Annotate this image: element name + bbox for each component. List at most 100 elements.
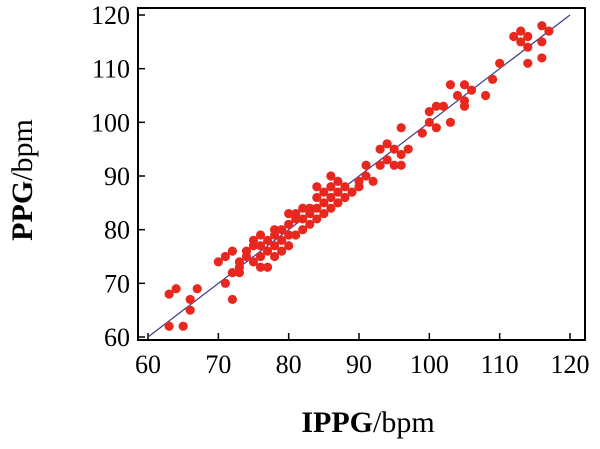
data-point bbox=[333, 198, 343, 208]
data-point bbox=[537, 21, 547, 31]
x-tick-label: 120 bbox=[551, 350, 590, 379]
data-point bbox=[516, 37, 526, 47]
data-point bbox=[298, 225, 308, 235]
data-point bbox=[523, 42, 533, 52]
y-tick-label: 70 bbox=[104, 269, 130, 298]
data-point bbox=[361, 171, 371, 181]
data-point bbox=[284, 241, 294, 251]
data-point bbox=[354, 176, 364, 186]
data-point bbox=[248, 235, 259, 245]
x-tick-label: 60 bbox=[135, 350, 161, 379]
y-axis-label: PPG/bpm bbox=[6, 119, 39, 241]
data-point bbox=[164, 321, 174, 331]
y-tick-label: 60 bbox=[104, 323, 130, 352]
x-axis-label: IPPG/bpm bbox=[301, 406, 434, 439]
data-point bbox=[319, 187, 329, 197]
data-point bbox=[459, 80, 470, 90]
data-point bbox=[277, 246, 287, 256]
x-tick-label: 80 bbox=[276, 350, 302, 379]
data-point bbox=[537, 53, 547, 63]
data-point bbox=[319, 208, 329, 219]
data-point bbox=[305, 219, 315, 229]
y-tick-label: 90 bbox=[104, 162, 130, 191]
data-point bbox=[488, 74, 498, 84]
data-point bbox=[255, 262, 266, 272]
data-point bbox=[284, 219, 294, 229]
data-point bbox=[262, 246, 273, 256]
x-tick-label: 90 bbox=[346, 350, 372, 379]
data-point bbox=[375, 144, 385, 154]
data-point bbox=[516, 26, 526, 36]
data-point bbox=[537, 37, 547, 47]
data-point bbox=[382, 139, 392, 149]
data-point bbox=[544, 26, 554, 36]
data-point bbox=[291, 230, 301, 240]
data-point bbox=[248, 257, 259, 267]
data-point bbox=[277, 235, 287, 245]
data-point bbox=[382, 155, 392, 165]
data-point bbox=[319, 198, 329, 208]
data-point bbox=[389, 160, 399, 170]
x-axis-label-bold: IPPG bbox=[301, 406, 373, 439]
data-point bbox=[424, 107, 434, 117]
plot-area-frame bbox=[137, 7, 586, 341]
data-point bbox=[340, 192, 350, 203]
data-point bbox=[255, 251, 266, 262]
data-point bbox=[523, 58, 533, 68]
data-point bbox=[241, 246, 252, 256]
data-point bbox=[333, 176, 343, 186]
x-axis-label-unit: /bpm bbox=[373, 406, 435, 439]
y-tick-label: 120 bbox=[91, 1, 130, 30]
data-point bbox=[192, 284, 202, 294]
data-point bbox=[171, 284, 181, 294]
data-point bbox=[312, 214, 322, 224]
data-point bbox=[347, 187, 357, 197]
data-point bbox=[298, 203, 308, 213]
data-point bbox=[213, 257, 223, 267]
data-point bbox=[396, 149, 406, 160]
data-point bbox=[227, 268, 237, 278]
data-point bbox=[326, 182, 336, 192]
y-tick-label: 100 bbox=[91, 108, 130, 137]
data-point bbox=[164, 289, 174, 299]
data-point bbox=[326, 192, 336, 203]
data-point bbox=[305, 203, 315, 213]
data-point bbox=[255, 230, 266, 240]
data-point bbox=[466, 85, 477, 95]
data-point bbox=[333, 187, 343, 197]
data-point bbox=[445, 80, 456, 90]
data-point bbox=[375, 160, 385, 170]
data-point bbox=[291, 208, 301, 219]
y-axis-label-unit: /bpm bbox=[6, 119, 39, 181]
data-point bbox=[312, 192, 322, 203]
data-point bbox=[262, 235, 273, 245]
y-tick-label: 80 bbox=[104, 216, 130, 245]
x-tick-label: 70 bbox=[205, 350, 231, 379]
x-tick-label: 110 bbox=[481, 350, 519, 379]
data-point bbox=[431, 123, 441, 133]
data-point bbox=[185, 305, 195, 315]
data-point bbox=[361, 160, 371, 170]
data-point bbox=[452, 90, 463, 101]
data-point bbox=[178, 321, 188, 331]
data-point bbox=[227, 294, 237, 305]
data-point bbox=[438, 101, 448, 111]
data-point bbox=[326, 171, 336, 181]
fit-line bbox=[147, 14, 571, 338]
x-axis-ticks: 60 70 80 90 100 110 120 bbox=[135, 333, 590, 379]
data-points bbox=[164, 21, 554, 331]
data-point bbox=[523, 31, 533, 42]
data-point bbox=[459, 96, 470, 106]
data-point bbox=[368, 176, 378, 186]
data-point bbox=[284, 230, 294, 240]
data-point bbox=[185, 294, 195, 305]
data-point bbox=[312, 203, 322, 213]
y-tick-label: 110 bbox=[92, 55, 130, 84]
data-point bbox=[403, 144, 413, 154]
data-point bbox=[234, 257, 245, 267]
data-point bbox=[396, 123, 406, 133]
data-point bbox=[262, 262, 273, 272]
data-point bbox=[270, 225, 280, 235]
data-point bbox=[445, 117, 456, 127]
